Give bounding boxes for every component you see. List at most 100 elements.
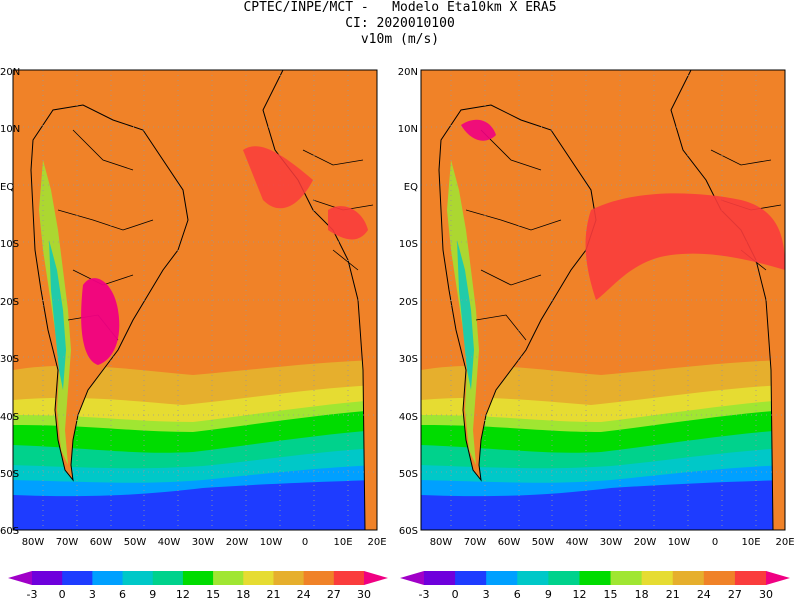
right-lat-label: 60S xyxy=(399,526,418,537)
right-colorbar xyxy=(400,571,790,585)
colorbar-segment xyxy=(610,571,643,585)
colorbar-segment xyxy=(62,571,93,585)
colorbar-segment xyxy=(641,571,674,585)
colorbar-tick-label: 27 xyxy=(326,588,341,601)
left-lon-label: 50W xyxy=(124,537,147,548)
right-lat-label: 20N xyxy=(398,67,418,78)
colorbar-tick-label: 0 xyxy=(451,588,459,601)
left-lon-label: 10E xyxy=(333,537,352,548)
colorbar-tick-label: 15 xyxy=(603,588,618,601)
colorbar-tick-label: -3 xyxy=(418,588,430,601)
colorbar-arrow-high xyxy=(766,571,790,585)
colorbar-tick-label: 9 xyxy=(149,588,157,601)
left-lat-label: 30S xyxy=(0,354,19,365)
colorbar-segment xyxy=(734,571,767,585)
right-lon-label: 20E xyxy=(775,537,794,548)
left-lon-label: 60W xyxy=(90,537,113,548)
colorbar-segment xyxy=(303,571,335,585)
colorbar-segment xyxy=(333,571,365,585)
title-line: CPTEC/INPE/MCT - Modelo Eta10km X ERA5 xyxy=(243,0,557,15)
colorbar-tick-label: 15 xyxy=(206,588,221,601)
colorbar-segment xyxy=(152,571,184,585)
colorbar-arrow-low xyxy=(400,571,424,585)
left-lon-labels: 80W 70W 60W 50W 40W 30W 20W 10W 0 10E 20… xyxy=(22,537,387,548)
left-map-panel xyxy=(12,69,378,531)
colorbar-segment xyxy=(424,571,456,585)
right-lon-label: 30W xyxy=(600,537,623,548)
right-lon-label: 0 xyxy=(712,537,718,548)
right-lon-label: 60W xyxy=(498,537,521,548)
colorbar-segment xyxy=(703,571,736,585)
colorbar-tick-label: 18 xyxy=(236,588,251,601)
colorbar-tick-label: 24 xyxy=(296,588,311,601)
colorbar-segment xyxy=(455,571,487,585)
colorbar-tick-label: 24 xyxy=(696,588,711,601)
colorbar-tick-label: 21 xyxy=(665,588,680,601)
left-lat-label: 10N xyxy=(0,124,20,135)
colorbar-segment xyxy=(579,571,612,585)
right-lat-labels: 20N 10N EQ 10S 20S 30S 40S 50S 60S xyxy=(398,67,418,537)
colorbar-segment xyxy=(672,571,705,585)
colorbar-segment xyxy=(243,571,274,585)
right-lat-label: 10S xyxy=(399,239,418,250)
left-lat-label: 20N xyxy=(0,67,20,78)
left-lon-label: 10W xyxy=(260,537,283,548)
colorbar-tick-label: 6 xyxy=(513,588,521,601)
right-lat-label: 40S xyxy=(399,412,418,423)
right-lon-label: 10E xyxy=(741,537,760,548)
colorbar-segment xyxy=(517,571,549,585)
left-lat-label: 20S xyxy=(0,297,19,308)
colorbar-segment xyxy=(548,571,580,585)
colorbar-segment xyxy=(32,571,63,585)
colorbar-tick-label: 6 xyxy=(119,588,127,601)
left-lat-label: 40S xyxy=(0,412,19,423)
colorbar-tick-label: 18 xyxy=(634,588,649,601)
right-lon-labels: 80W 70W 60W 50W 40W 30W 20W 10W 0 10E 20… xyxy=(430,537,795,548)
colorbar-segment xyxy=(182,571,214,585)
left-lon-label: 20E xyxy=(367,537,386,548)
colorbar-segment xyxy=(122,571,154,585)
colorbar-arrow-high xyxy=(364,571,388,585)
colorbar-tick-label: 0 xyxy=(58,588,66,601)
left-colorbar xyxy=(8,571,388,585)
left-lat-labels: 20N 10N EQ 10S 20S 30S 40S 50S 60S xyxy=(0,67,20,537)
right-lon-label: 20W xyxy=(634,537,657,548)
colorbar-segment xyxy=(273,571,305,585)
right-lat-label: 30S xyxy=(399,354,418,365)
colorbar-tick-label: -3 xyxy=(26,588,38,601)
left-lat-label: EQ xyxy=(0,182,14,193)
title-block: CPTEC/INPE/MCT - Modelo Eta10km X ERA5 C… xyxy=(0,0,800,48)
left-lat-label: 50S xyxy=(0,469,19,480)
left-lat-label: 60S xyxy=(0,526,19,537)
colorbar-tick-label: 3 xyxy=(482,588,490,601)
colorbar-tick-label: 12 xyxy=(572,588,587,601)
colorbar-segment xyxy=(486,571,518,585)
right-lon-label: 50W xyxy=(532,537,555,548)
colorbar-tick-label: 12 xyxy=(175,588,190,601)
left-lon-label: 70W xyxy=(56,537,79,548)
colorbar-segment xyxy=(213,571,244,585)
right-lon-label: 40W xyxy=(566,537,589,548)
left-lon-label: 30W xyxy=(192,537,215,548)
colorbar-tick-label: 27 xyxy=(727,588,742,601)
right-lat-label: 10N xyxy=(398,124,418,135)
left-lon-label: 20W xyxy=(226,537,249,548)
left-lon-label: 80W xyxy=(22,537,45,548)
init-time: CI: 2020010100 xyxy=(345,16,455,31)
right-lon-label: 10W xyxy=(668,537,691,548)
colorbar-tick-label: 21 xyxy=(266,588,281,601)
left-lon-label: 0 xyxy=(302,537,308,548)
colorbar-tick-label: 9 xyxy=(544,588,552,601)
variable-label: v10m (m/s) xyxy=(360,32,440,47)
colorbar-tick-label: 30 xyxy=(357,588,371,601)
colorbar-arrow-low xyxy=(8,571,32,585)
left-lat-label: 10S xyxy=(0,239,19,250)
right-lon-label: 70W xyxy=(464,537,487,548)
left-lon-label: 40W xyxy=(158,537,181,548)
colorbar-tick-label: 30 xyxy=(759,588,773,601)
right-lat-label: 50S xyxy=(399,469,418,480)
right-lat-label: EQ xyxy=(404,182,418,193)
right-lat-label: 20S xyxy=(399,297,418,308)
colorbar-segment xyxy=(92,571,124,585)
